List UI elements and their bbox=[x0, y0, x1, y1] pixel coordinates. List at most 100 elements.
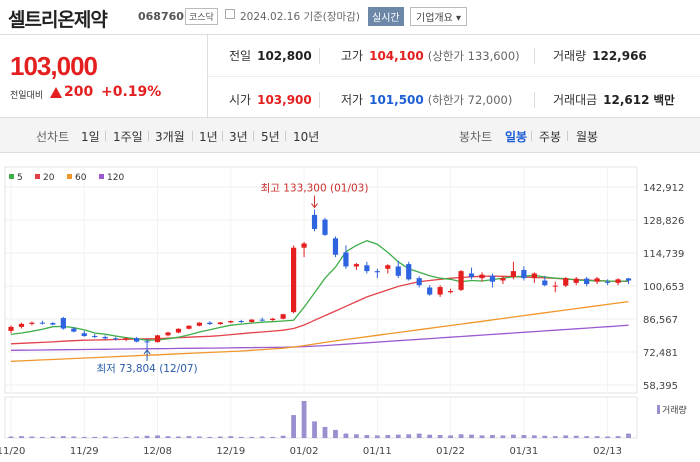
tab-1w[interactable]: 1주일 bbox=[113, 130, 143, 144]
tab-5y[interactable]: 5년 bbox=[261, 130, 280, 144]
candle-body bbox=[406, 264, 412, 280]
volume-bar bbox=[165, 436, 171, 438]
volume-bar bbox=[29, 436, 35, 438]
volume-bar bbox=[479, 435, 485, 438]
legend-swatch bbox=[35, 174, 40, 179]
volume-bar bbox=[280, 435, 286, 438]
title-bar: 셀트리온제약 068760 코스닥 2024.02.16 기준(장마감) 실시간… bbox=[0, 0, 700, 35]
chart-frame bbox=[4, 166, 638, 394]
candle-body bbox=[552, 285, 558, 287]
y-tick-label: 72,481 bbox=[643, 348, 678, 359]
volume-bar bbox=[291, 415, 296, 438]
calendar-icon bbox=[225, 9, 235, 19]
candle-body bbox=[154, 335, 161, 343]
candle-body bbox=[594, 278, 600, 282]
candle-body bbox=[374, 271, 380, 273]
legend-label: 120 bbox=[107, 173, 124, 183]
candle-body bbox=[249, 319, 255, 322]
candle-body bbox=[123, 338, 129, 340]
candle-body bbox=[60, 317, 66, 329]
company-info-button[interactable]: 기업개요 ▾ bbox=[410, 7, 467, 26]
volume-bar bbox=[437, 435, 443, 438]
candle-body bbox=[29, 322, 35, 324]
tab-monthly[interactable]: 월봉 bbox=[576, 130, 599, 144]
tab-line-chart[interactable]: 선차트 bbox=[36, 130, 70, 144]
candle-body bbox=[92, 336, 98, 338]
candle-body bbox=[207, 322, 213, 325]
stat-open: 시가 103,900 bbox=[229, 93, 312, 107]
candle-body bbox=[521, 269, 527, 279]
y-tick-label: 128,826 bbox=[643, 216, 684, 227]
candle-body bbox=[364, 265, 370, 272]
candle-body bbox=[291, 247, 297, 313]
candle-body bbox=[625, 278, 632, 281]
y-tick-label: 58,395 bbox=[643, 381, 678, 392]
price-change: 200 bbox=[64, 84, 94, 100]
volume-bar bbox=[197, 436, 202, 438]
realtime-button[interactable]: 실시간 bbox=[368, 7, 404, 26]
candle-body bbox=[500, 278, 506, 281]
volume-bar bbox=[217, 436, 223, 438]
volume-bar bbox=[406, 434, 412, 438]
volume-bar bbox=[322, 426, 328, 438]
volume-bar bbox=[469, 434, 474, 438]
market-badge: 코스닥 bbox=[185, 8, 218, 25]
candle-body bbox=[81, 333, 87, 337]
tab-1y[interactable]: 1년 bbox=[199, 130, 218, 144]
stats-panel: 전일 102,800 고가 104,100 (상한가 133,600) 거래량 122,… bbox=[207, 35, 700, 117]
x-tick-label: 12/08 bbox=[143, 446, 172, 457]
tab-3y[interactable]: 3년 bbox=[229, 130, 248, 144]
volume-bar bbox=[385, 435, 391, 438]
tab-10y[interactable]: 10년 bbox=[293, 130, 320, 144]
candle-body bbox=[489, 275, 496, 282]
volume-bar bbox=[207, 436, 213, 438]
tab-daily[interactable]: 일봉 bbox=[505, 130, 528, 144]
candle-body bbox=[573, 278, 579, 283]
legend-swatch bbox=[99, 174, 104, 179]
x-tick-label: 02/13 bbox=[593, 446, 622, 457]
candle-body bbox=[280, 314, 286, 319]
stock-chart[interactable]: 142,912 128,826 114,739 100,653 86,567 72,481… bbox=[0, 152, 700, 462]
volume-bar bbox=[8, 436, 14, 438]
tab-weekly[interactable]: 주봉 bbox=[539, 130, 562, 144]
tab-1d[interactable]: 1일 bbox=[81, 130, 100, 144]
legend-swatch bbox=[9, 174, 14, 179]
candle-body bbox=[18, 323, 25, 327]
up-arrow-icon bbox=[50, 87, 62, 98]
legend-swatch bbox=[67, 174, 72, 179]
tab-candle-chart[interactable]: 봉차트 bbox=[459, 130, 493, 144]
stat-low: 저가 101,500 (하한가 72,000) bbox=[341, 93, 513, 107]
candle-body bbox=[343, 252, 349, 267]
volume-bar bbox=[123, 436, 129, 438]
volume-bar bbox=[427, 434, 433, 438]
candle-body bbox=[144, 341, 150, 343]
volume-bar bbox=[500, 435, 506, 438]
low-annotation: 최저 73,804 (12/07) bbox=[96, 363, 197, 375]
x-tick-label: 01/11 bbox=[363, 446, 392, 457]
candle-body bbox=[113, 338, 119, 340]
volume-bar bbox=[312, 421, 317, 438]
volume-bar bbox=[71, 436, 77, 438]
volume-bar bbox=[374, 435, 380, 438]
series-line-ma5 bbox=[10, 240, 629, 341]
candle-body bbox=[259, 319, 265, 321]
volume-bar bbox=[134, 436, 139, 438]
candle-body bbox=[542, 280, 548, 286]
candle-body bbox=[134, 338, 140, 342]
volume-bar bbox=[102, 436, 108, 438]
tab-3m[interactable]: 3개월 bbox=[155, 130, 185, 144]
x-tick-label: 11/29 bbox=[70, 446, 99, 457]
volume-bar bbox=[584, 436, 590, 438]
stat-amount: 거래대금 12,612 백만 bbox=[553, 93, 675, 107]
volume-bar bbox=[343, 433, 349, 438]
candle-body bbox=[8, 326, 14, 331]
volume-bar bbox=[270, 436, 276, 438]
candle-body bbox=[301, 243, 307, 248]
stock-code: 068760 bbox=[138, 10, 184, 23]
candle-body bbox=[196, 322, 202, 326]
candle-body bbox=[228, 321, 234, 323]
chart-period-tabs: 선차트 1일 1주일 3개월 1년 3년 5년 10년 봉차트 일봉 주봉 월봉 bbox=[0, 117, 700, 153]
volume-bar bbox=[60, 436, 66, 438]
candle-body bbox=[468, 273, 475, 277]
volume-legend-label: 거래량 bbox=[662, 404, 687, 416]
